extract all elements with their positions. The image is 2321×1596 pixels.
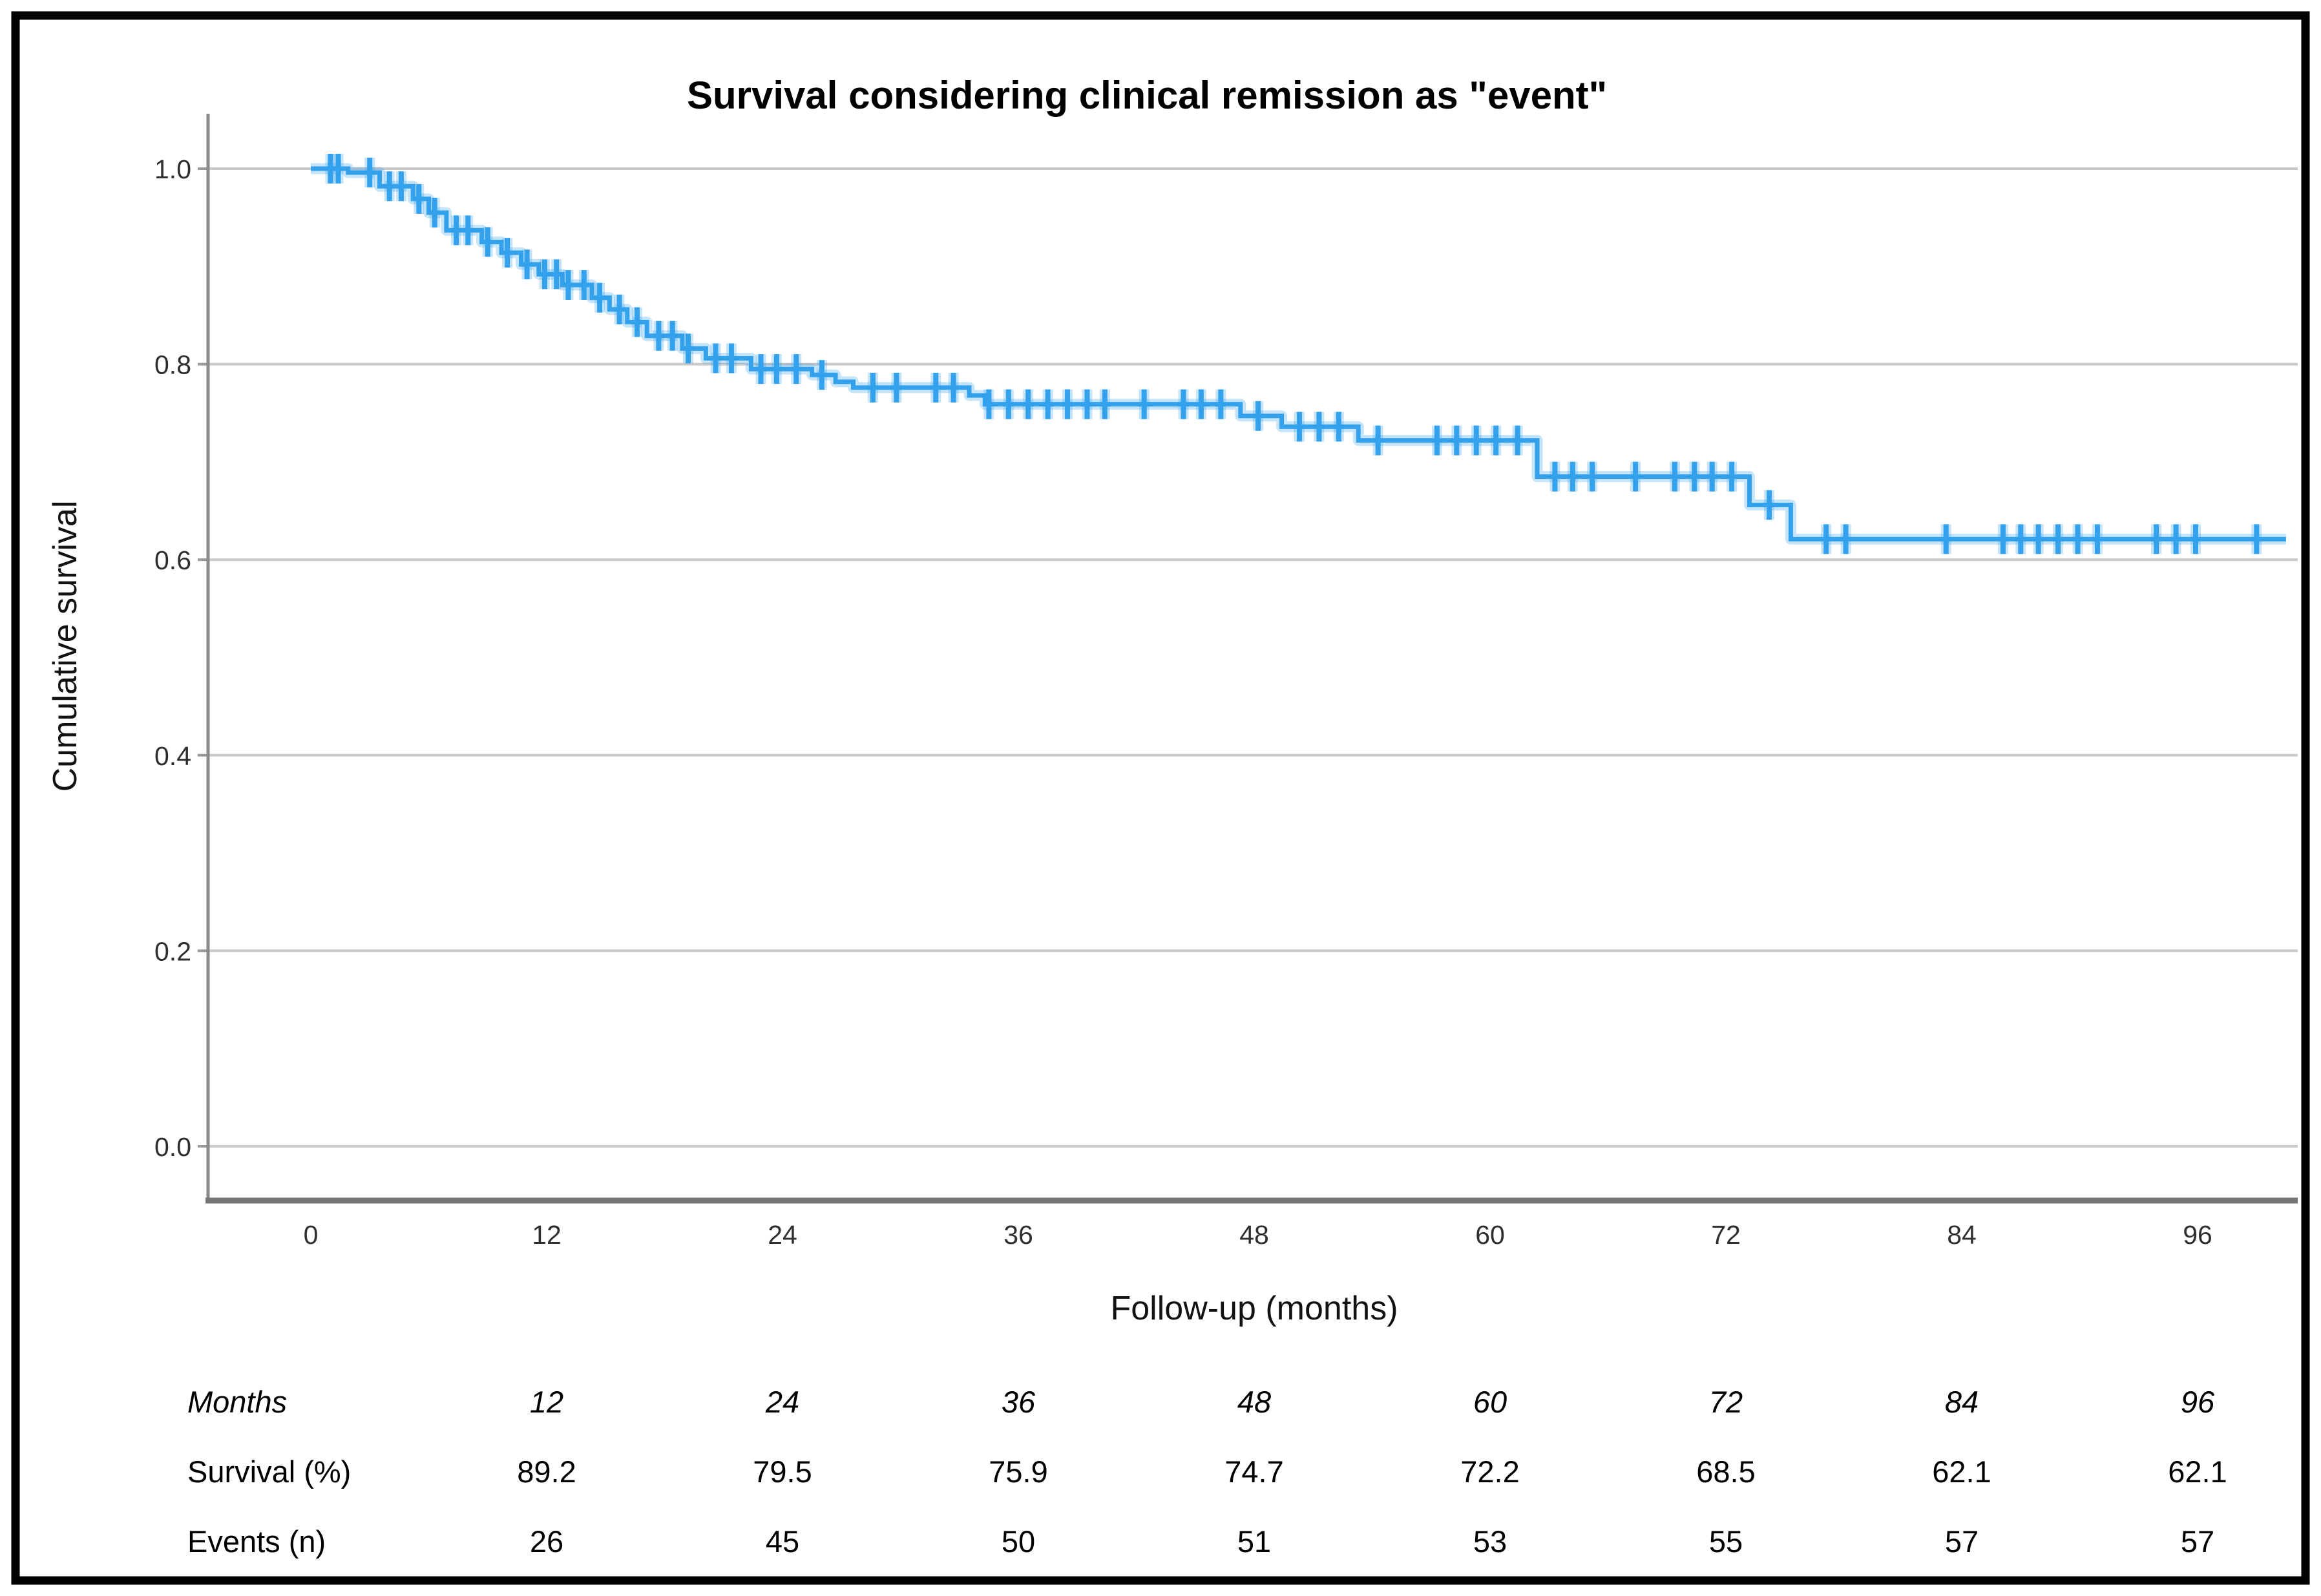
survival-step-line — [311, 166, 2286, 541]
y-tick-label: 0.8 — [154, 350, 191, 380]
table-cell: 55 — [1709, 1524, 1743, 1559]
table-cell: 74.7 — [1224, 1454, 1283, 1489]
y-tick-label: 0.2 — [154, 936, 191, 966]
table-cell: 57 — [1945, 1524, 1979, 1559]
table-cell: 45 — [766, 1524, 799, 1559]
table-cell: 89.2 — [517, 1454, 576, 1489]
y-tick-label: 0.0 — [154, 1132, 191, 1162]
table-cell: 72 — [1709, 1385, 1743, 1419]
table-cell: 57 — [2181, 1524, 2214, 1559]
survival-step-line-halo — [311, 163, 2286, 545]
table-cell: 79.5 — [753, 1454, 812, 1489]
table-cell: 26 — [530, 1524, 563, 1559]
table-cell: 62.1 — [2168, 1454, 2227, 1489]
table-row-label: Survival (%) — [187, 1454, 351, 1489]
table-cell: 50 — [1002, 1524, 1035, 1559]
table-row-label: Months — [187, 1385, 287, 1419]
table-cell: 84 — [1945, 1385, 1979, 1419]
x-axis-title: Follow-up (months) — [1110, 1290, 1398, 1327]
gridlines — [198, 167, 2298, 1148]
table-cell: 75.9 — [989, 1454, 1047, 1489]
x-tick-label: 36 — [1003, 1220, 1033, 1250]
table-cell: 60 — [1473, 1385, 1507, 1419]
table-cell: 36 — [1002, 1385, 1036, 1419]
y-tick-label: 0.4 — [154, 741, 191, 771]
table-cell: 24 — [765, 1385, 799, 1419]
table-cell: 48 — [1237, 1385, 1271, 1419]
y-tick-labels: 1.0 0.8 0.6 0.4 0.2 0.0 — [154, 154, 191, 1162]
y-axis-title: Cumulative survival — [47, 501, 84, 792]
x-tick-label: 60 — [1475, 1220, 1505, 1250]
table-cell: 62.1 — [1932, 1454, 1991, 1489]
y-tick-label: 1.0 — [154, 154, 191, 184]
chart-title: Survival considering clinical remission … — [687, 74, 1607, 117]
x-tick-label: 48 — [1239, 1220, 1269, 1250]
x-tick-label: 12 — [532, 1220, 562, 1250]
x-tick-labels: 0 12 24 36 48 60 72 84 96 — [304, 1220, 2212, 1250]
table-cell: 96 — [2181, 1385, 2215, 1419]
x-tick-label: 84 — [1947, 1220, 1977, 1250]
x-tick-label: 72 — [1711, 1220, 1741, 1250]
censor-marks — [325, 154, 2262, 554]
survival-curve — [311, 163, 2286, 545]
table-cell: 12 — [530, 1385, 563, 1419]
figure-border — [11, 11, 2310, 1585]
x-tick-label: 96 — [2183, 1220, 2212, 1250]
summary-table: Months 12 24 36 48 60 72 84 96 Survival (%) 89.2 79… — [187, 1385, 2227, 1559]
table-cell: 68.5 — [1696, 1454, 1755, 1489]
table-cell: 72.2 — [1460, 1454, 1519, 1489]
x-tick-label: 0 — [304, 1220, 319, 1250]
table-cell: 51 — [1237, 1524, 1271, 1559]
table-row-label: Events (n) — [187, 1524, 326, 1559]
y-tick-label: 0.6 — [154, 545, 191, 575]
table-cell: 53 — [1473, 1524, 1507, 1559]
x-tick-label: 24 — [768, 1220, 797, 1250]
